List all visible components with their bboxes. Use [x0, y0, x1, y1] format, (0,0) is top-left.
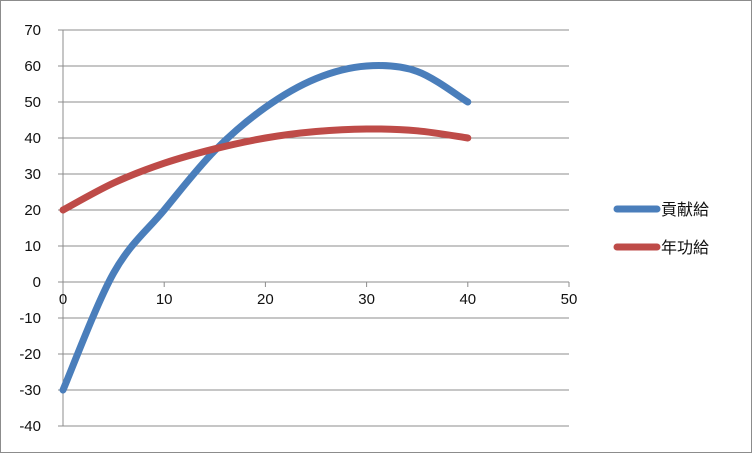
series-lines [59, 61, 472, 394]
series-line-2 [59, 125, 472, 214]
legend-label: 年功給 [661, 238, 709, 257]
y-tick-label: 70 [24, 22, 41, 39]
y-tick-label: 60 [24, 58, 41, 75]
y-tick-label: 30 [24, 166, 41, 183]
y-tick-label: -30 [19, 382, 41, 399]
x-tick-label: 50 [561, 291, 578, 308]
gridlines [63, 29, 569, 427]
y-tick-label: -10 [19, 310, 41, 327]
y-tick-label: 40 [24, 130, 41, 147]
x-tick-label: 10 [156, 291, 173, 308]
y-tick-label: -20 [19, 346, 41, 363]
y-tick-label: -40 [19, 418, 41, 435]
y-tick-label: 10 [24, 238, 41, 255]
y-tick-label: 50 [24, 94, 41, 111]
axes [58, 29, 570, 427]
x-tick-label: 20 [257, 291, 274, 308]
y-tick-label: 20 [24, 202, 41, 219]
x-tick-label: 0 [59, 291, 67, 308]
x-tick-label: 30 [358, 291, 375, 308]
x-tick-label: 40 [459, 291, 476, 308]
legend-label: 貢献給 [661, 200, 709, 219]
y-axis-tick-labels: 70 60 50 40 30 20 10 0 -10 -20 -30 -40 [19, 22, 41, 435]
y-tick-label: 0 [33, 274, 41, 291]
x-axis-tick-labels: 0 10 20 30 40 50 [59, 291, 578, 308]
series-line-1 [59, 61, 472, 394]
